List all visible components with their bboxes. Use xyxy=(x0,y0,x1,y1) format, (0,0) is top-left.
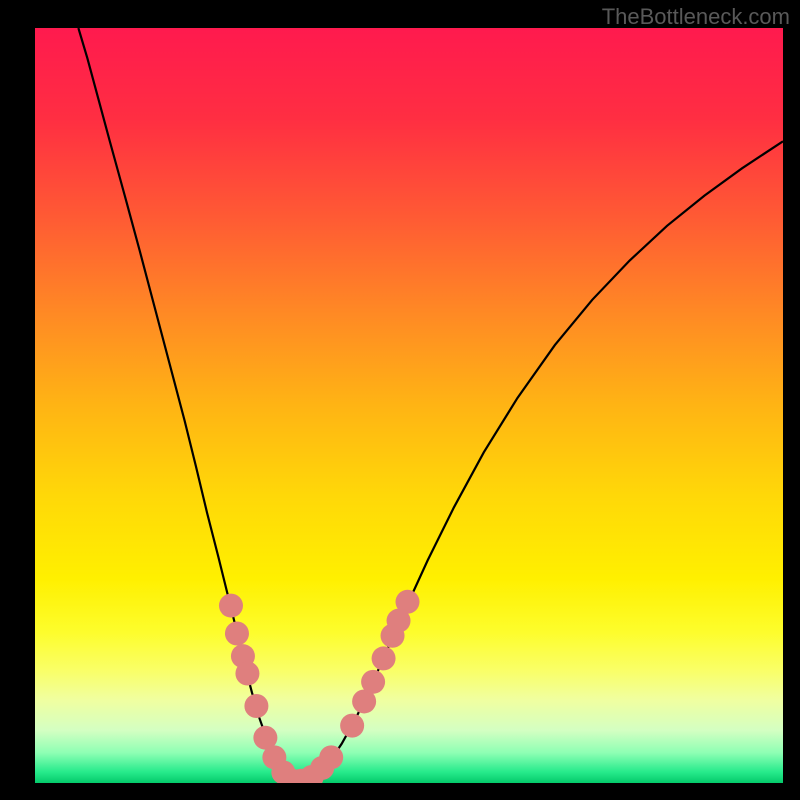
data-point-marker xyxy=(225,622,249,646)
data-point-marker xyxy=(340,714,364,738)
gradient-background xyxy=(35,28,783,783)
chart-container: TheBottleneck.com xyxy=(0,0,800,800)
data-point-marker xyxy=(219,594,243,618)
data-point-marker xyxy=(244,694,268,718)
plot-area xyxy=(35,28,783,783)
data-point-marker xyxy=(319,745,343,769)
chart-svg xyxy=(35,28,783,783)
data-point-marker xyxy=(372,646,396,670)
data-point-marker xyxy=(396,590,420,614)
data-point-marker xyxy=(361,670,385,694)
data-point-marker xyxy=(235,662,259,686)
watermark-text: TheBottleneck.com xyxy=(602,4,790,30)
